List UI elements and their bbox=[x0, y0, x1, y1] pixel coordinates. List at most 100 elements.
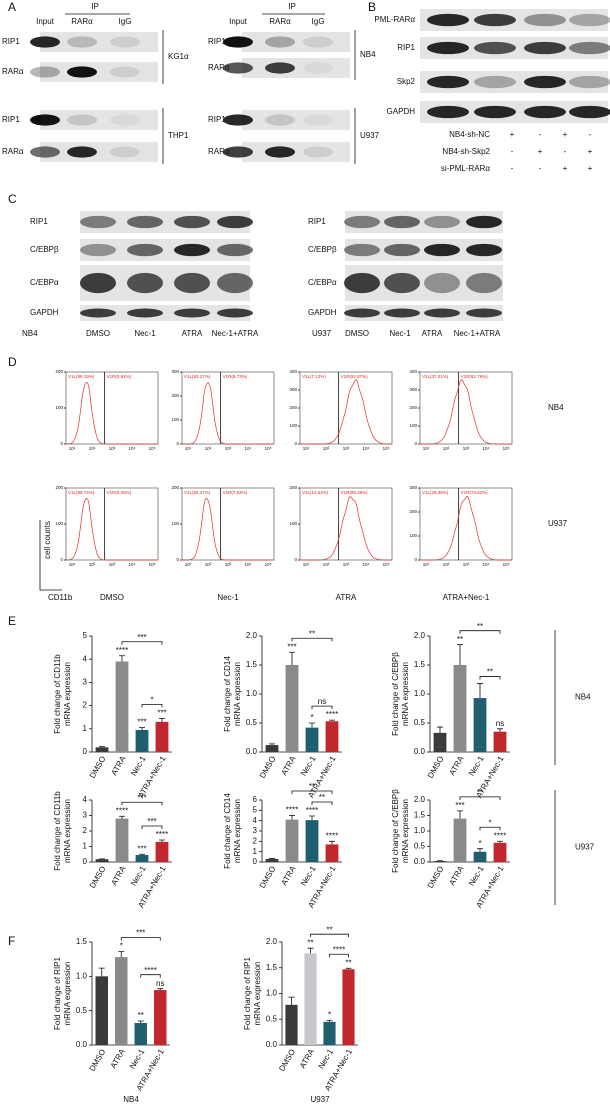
bar bbox=[305, 727, 319, 752]
panel-letter: A bbox=[8, 0, 16, 14]
cell-label: THP1 bbox=[168, 131, 189, 140]
x-tick-label: 10³ bbox=[463, 562, 470, 567]
bar bbox=[135, 729, 149, 752]
blot-band bbox=[427, 13, 469, 27]
condition-label: NB4-sh-Skp2 bbox=[442, 147, 490, 156]
blot-band bbox=[217, 272, 253, 294]
error-bar bbox=[477, 848, 483, 852]
y-tick-label: 4 bbox=[253, 816, 258, 825]
x-axis-label: NB4 bbox=[123, 1095, 139, 1104]
blot-band bbox=[474, 75, 516, 89]
significance-bracket bbox=[459, 796, 501, 800]
y-tick-label: 4 bbox=[83, 654, 88, 663]
bar bbox=[265, 858, 279, 862]
row-label: PML-RARα bbox=[374, 15, 415, 24]
blot-band bbox=[265, 36, 295, 48]
y-tick-label: 0 bbox=[253, 857, 258, 866]
axis-arrows bbox=[39, 520, 62, 591]
blot-band bbox=[474, 105, 516, 119]
y-tick-label: 100 bbox=[409, 423, 417, 428]
x-tick-label: 10⁵ bbox=[503, 562, 510, 567]
x-tick-label: 10⁵ bbox=[265, 446, 272, 451]
significance: **** bbox=[326, 710, 338, 719]
y-tick-label: 0 bbox=[83, 747, 88, 756]
blot-band bbox=[127, 272, 163, 294]
treatment-label: ATRA bbox=[336, 593, 357, 602]
y-tick-label: 100 bbox=[55, 521, 63, 526]
bracket-label: *** bbox=[137, 793, 146, 802]
significance: **** bbox=[156, 830, 168, 839]
error-bar bbox=[309, 722, 315, 728]
x-tick-label: 10¹ bbox=[185, 446, 192, 451]
y-axis-label: mRNA expression bbox=[233, 662, 242, 726]
cell-label: U937 bbox=[312, 329, 332, 338]
histogram-curve bbox=[300, 379, 392, 445]
blot-band bbox=[67, 66, 97, 78]
y-axis-label: Fold change of CD11b bbox=[53, 654, 62, 734]
y-tick-label: 1 bbox=[83, 842, 88, 851]
x-tick-label: 10³ bbox=[225, 562, 232, 567]
bracket-label: ** bbox=[326, 925, 332, 934]
y-tick-label: 0 bbox=[176, 557, 179, 562]
cell-label: NB4 bbox=[360, 50, 376, 59]
bracket-label: * bbox=[150, 695, 153, 704]
significance-bracket bbox=[120, 937, 161, 941]
significance: **** bbox=[326, 831, 338, 840]
blot-band bbox=[67, 36, 97, 48]
y-tick-label: 2.0 bbox=[246, 631, 258, 640]
y-axis-label: mRNA expression bbox=[63, 799, 72, 863]
y-tick-label: 0 bbox=[294, 557, 297, 562]
condition-mark: + bbox=[510, 130, 515, 139]
blot-strip bbox=[40, 142, 158, 162]
error-bar bbox=[159, 839, 165, 842]
y-tick-label: 200 bbox=[409, 509, 417, 514]
bar bbox=[285, 1004, 298, 1045]
blot-band bbox=[524, 41, 566, 55]
significance-bracket bbox=[329, 953, 349, 958]
y-tick-label: 0.5 bbox=[246, 718, 258, 727]
significance: **** bbox=[116, 806, 128, 815]
error-bar bbox=[289, 815, 295, 820]
x-tick-label: 10¹ bbox=[303, 562, 310, 567]
blot-band bbox=[80, 215, 116, 229]
significance: ** bbox=[457, 635, 463, 644]
bracket-label: ** bbox=[477, 788, 483, 797]
x-tick-label: ATRA bbox=[447, 864, 465, 887]
blot-band bbox=[174, 272, 210, 294]
bar bbox=[154, 990, 167, 1045]
gate-right: V1R(0.81%) bbox=[107, 374, 132, 379]
gate-left: V1L(7.13%) bbox=[302, 374, 326, 379]
significance: *** bbox=[137, 718, 146, 727]
condition-mark: - bbox=[589, 130, 592, 139]
y-tick-label: 0.5 bbox=[266, 1014, 278, 1023]
y-axis-label: Fold change of RIP1 bbox=[53, 956, 62, 1029]
blot-band bbox=[344, 272, 380, 294]
histogram-frame bbox=[65, 371, 159, 445]
histogram-frame bbox=[181, 371, 275, 445]
row-label: RARα bbox=[2, 147, 24, 156]
blot-strip bbox=[40, 32, 158, 52]
x-tick-label: 10² bbox=[205, 562, 212, 567]
blot-band bbox=[524, 105, 566, 119]
row-label: C/EBPα bbox=[30, 278, 59, 287]
blot-band bbox=[303, 62, 333, 74]
lane-label: RARα bbox=[71, 17, 93, 26]
blot-band bbox=[265, 146, 295, 158]
bracket-label: **** bbox=[144, 966, 156, 975]
bracket-label: **** bbox=[333, 945, 345, 954]
y-tick-label: 0.0 bbox=[246, 747, 258, 756]
x-tick-label: 10⁴ bbox=[129, 562, 136, 567]
condition-mark: + bbox=[563, 130, 568, 139]
blot-band bbox=[524, 75, 566, 89]
bar bbox=[115, 957, 128, 1045]
gate-right: V1R(74.62%) bbox=[461, 490, 489, 495]
y-axis-label: mRNA expression bbox=[253, 961, 262, 1025]
blot-strip bbox=[242, 58, 350, 78]
error-bar bbox=[437, 726, 443, 733]
y-tick-label: 300 bbox=[171, 369, 179, 374]
blot-strip bbox=[40, 110, 158, 130]
gate-left: V1L(99.19%) bbox=[68, 374, 95, 379]
y-tick-label: 200 bbox=[171, 485, 179, 490]
bar bbox=[493, 842, 507, 862]
x-tick-label: 10³ bbox=[343, 562, 350, 567]
